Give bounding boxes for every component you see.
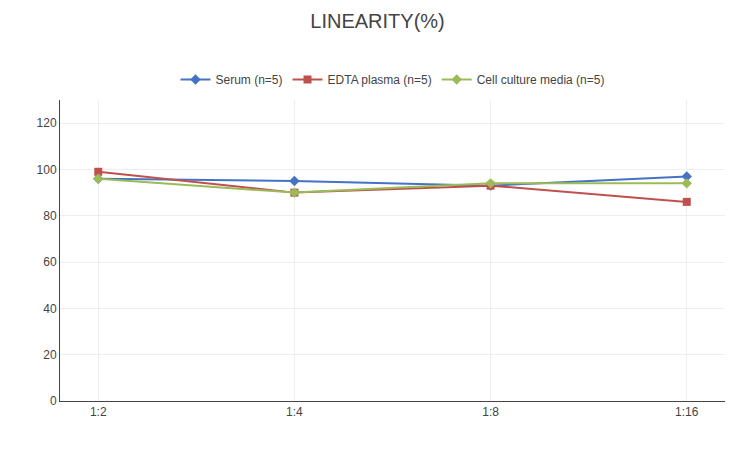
svg-text:Serum (n=5): Serum (n=5): [216, 73, 283, 87]
svg-text:EDTA plasma (n=5): EDTA plasma (n=5): [328, 73, 432, 87]
svg-text:0: 0: [50, 394, 57, 408]
svg-text:1:16: 1:16: [675, 405, 699, 419]
svg-text:40: 40: [43, 302, 57, 316]
svg-text:80: 80: [43, 209, 57, 223]
svg-text:1:2: 1:2: [90, 405, 107, 419]
svg-text:20: 20: [43, 348, 57, 362]
svg-text:100: 100: [37, 163, 57, 177]
svg-text:1:4: 1:4: [286, 405, 303, 419]
svg-text:120: 120: [37, 116, 57, 130]
svg-text:1:8: 1:8: [482, 405, 499, 419]
svg-text:LINEARITY(%): LINEARITY(%): [310, 10, 444, 32]
svg-text:60: 60: [43, 255, 57, 269]
svg-text:Cell culture media (n=5): Cell culture media (n=5): [477, 73, 605, 87]
